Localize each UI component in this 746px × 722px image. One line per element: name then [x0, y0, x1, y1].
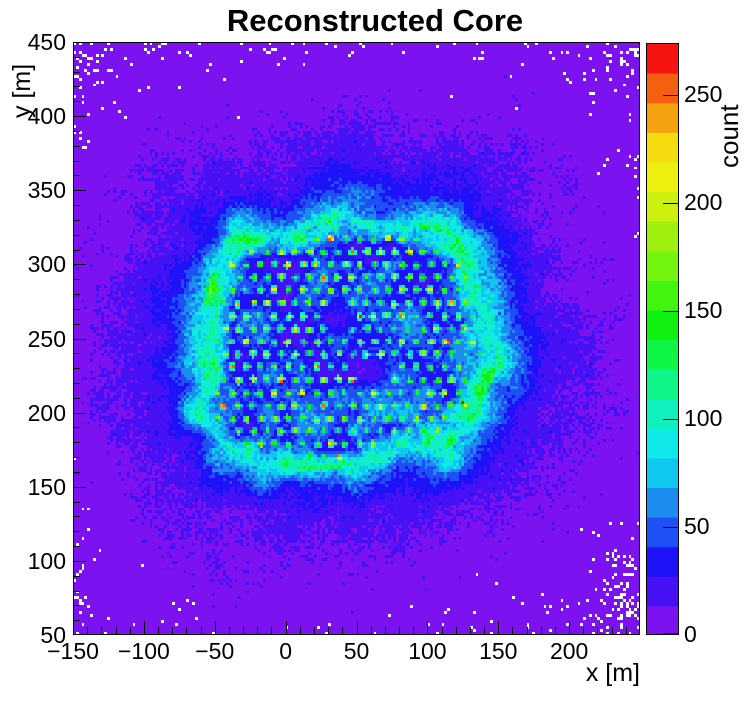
- colorbar-tick-label: 200: [684, 188, 723, 215]
- x-tick-label: 200: [549, 638, 589, 664]
- y-tick-label: 50: [40, 622, 66, 648]
- y-tick-label: 150: [27, 473, 66, 500]
- x-tick-label: −150: [47, 638, 99, 664]
- colorbar-tick-label: 50: [684, 512, 710, 539]
- y-axis-title: y [m]: [8, 63, 36, 118]
- x-tick-label: −50: [195, 638, 235, 664]
- y-tick-label: 350: [27, 177, 66, 204]
- plot-title: Reconstructed Core: [226, 3, 524, 38]
- x-tick-label: 50: [343, 638, 370, 664]
- colorbar-tick-label: 150: [684, 296, 723, 323]
- colorbar-tick-label: 250: [684, 80, 723, 107]
- colorbar-tick-label: 100: [684, 404, 723, 431]
- x-tick-label: 100: [408, 638, 447, 664]
- x-tick-label: 0: [279, 638, 293, 664]
- y-tick-label: 200: [27, 399, 66, 426]
- y-tick-label: 400: [27, 103, 66, 130]
- y-tick-label: 300: [27, 251, 66, 278]
- colorbar: [646, 43, 679, 635]
- colorbar-tick-label: 0: [684, 621, 697, 647]
- x-axis-title: x [m]: [585, 659, 640, 687]
- y-tick-label: 100: [27, 547, 66, 574]
- colorbar-title: count: [714, 104, 744, 168]
- y-tick-label: 450: [27, 29, 66, 55]
- histogram-plot-area: [73, 42, 640, 635]
- y-tick-label: 250: [27, 325, 66, 352]
- x-tick-label: −100: [117, 638, 170, 664]
- x-tick-label: 150: [479, 638, 518, 664]
